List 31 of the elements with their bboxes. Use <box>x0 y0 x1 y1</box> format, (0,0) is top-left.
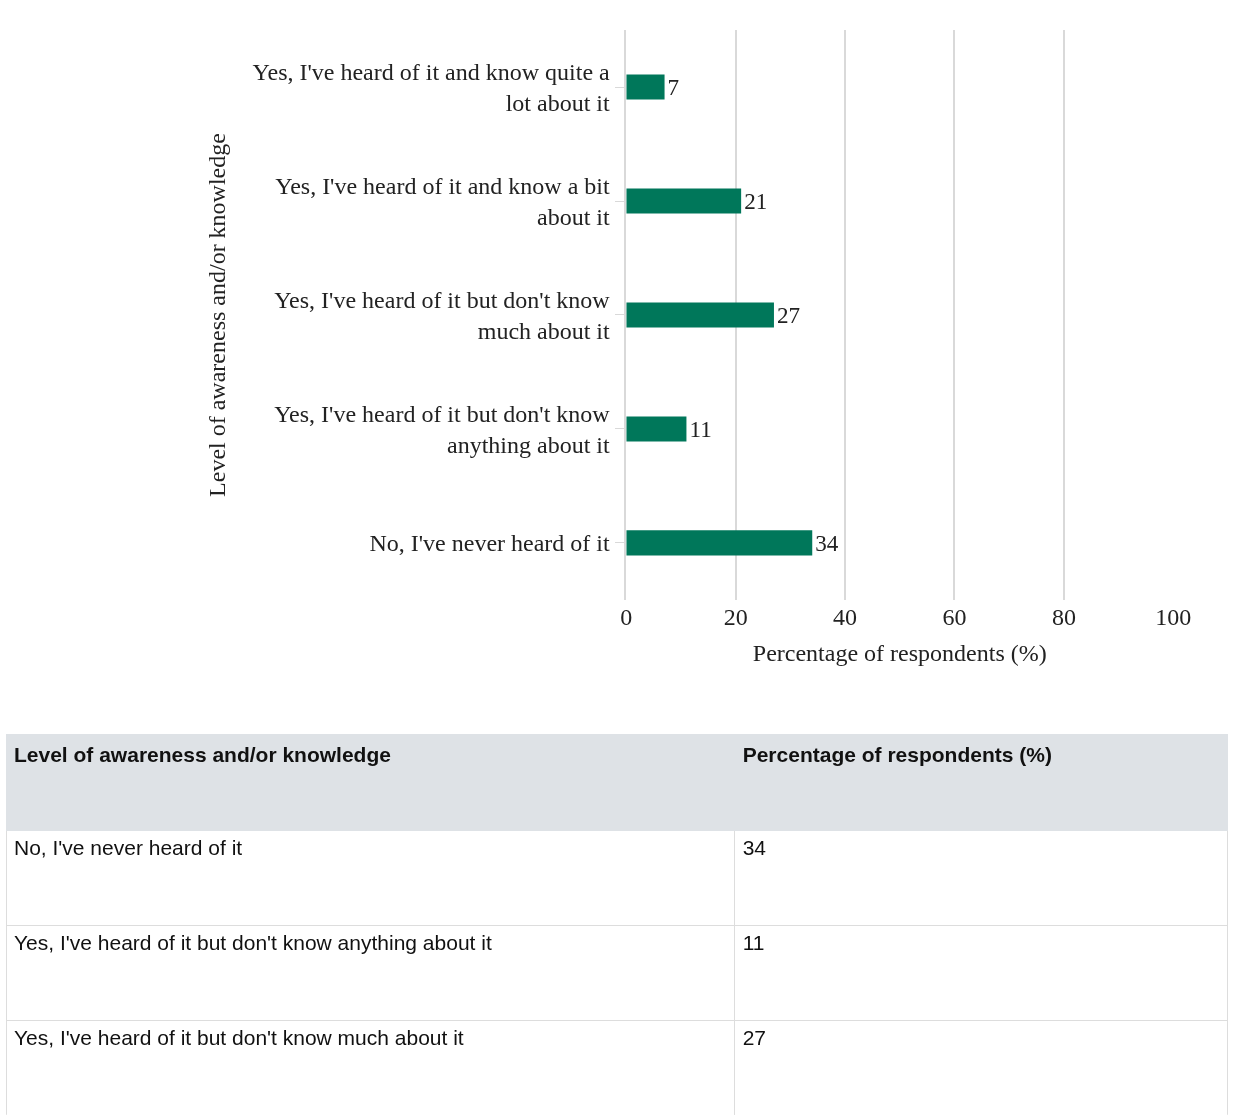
y-tick-label: Yes, I've heard of it and know quite a lot about it <box>252 58 611 117</box>
bar <box>626 188 742 214</box>
y-tick-label: Yes, I've heard of it but don't know anything about it <box>274 400 611 458</box>
x-tick-label: 20 <box>723 603 748 630</box>
text: Level of awareness and/or knowledge <box>14 742 391 766</box>
data-label: 34 <box>815 529 839 556</box>
category-label: Yes, I've heard of it but don't know anything about it <box>14 930 492 954</box>
data-label: 11 <box>689 415 712 442</box>
text: Percentage of respondents (%) <box>742 742 1052 766</box>
data-label: 21 <box>744 187 768 214</box>
x-tick-label: 60 <box>942 603 967 630</box>
data-label: 27 <box>742 1025 767 1049</box>
bar <box>626 302 774 328</box>
bar <box>626 416 687 442</box>
y-tick-label: Yes, I've heard of it and know a bit about it <box>275 172 611 231</box>
y-tick-label: Yes, I've heard of it but don't know much about it <box>274 286 611 344</box>
y-tick-label: No, I've never heard of it <box>369 530 611 557</box>
x-tick-label: 40 <box>833 603 858 630</box>
data-label: 7 <box>667 73 680 100</box>
x-tick-label: 80 <box>1051 603 1076 630</box>
bar <box>626 530 813 556</box>
category-label: No, I've never heard of it <box>14 835 243 859</box>
y-axis-title: Level of awareness and/or knowledge <box>204 133 231 497</box>
data-label: 34 <box>742 835 767 859</box>
data-label: 11 <box>742 930 765 954</box>
category-label: Yes, I've heard of it but don't know much about it <box>14 1025 464 1049</box>
x-tick-label: 0 <box>620 603 633 630</box>
x-tick-label: 100 <box>1155 603 1192 630</box>
data-label: 27 <box>776 301 801 328</box>
x-axis-title: Percentage of respondents (%) <box>752 640 1047 667</box>
bar <box>626 74 665 100</box>
